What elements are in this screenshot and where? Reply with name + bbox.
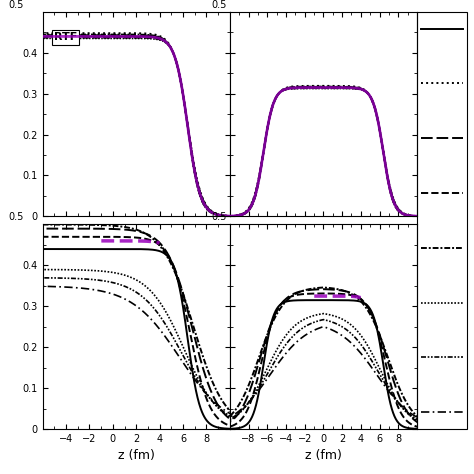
Text: 0.5: 0.5 xyxy=(211,0,226,10)
Text: 0.5: 0.5 xyxy=(9,0,24,10)
Text: 0.5: 0.5 xyxy=(211,212,226,222)
Text: RTF: RTF xyxy=(54,32,77,42)
Text: 0.5: 0.5 xyxy=(9,212,24,222)
X-axis label: z (fm): z (fm) xyxy=(118,449,155,462)
X-axis label: z (fm): z (fm) xyxy=(305,449,342,462)
